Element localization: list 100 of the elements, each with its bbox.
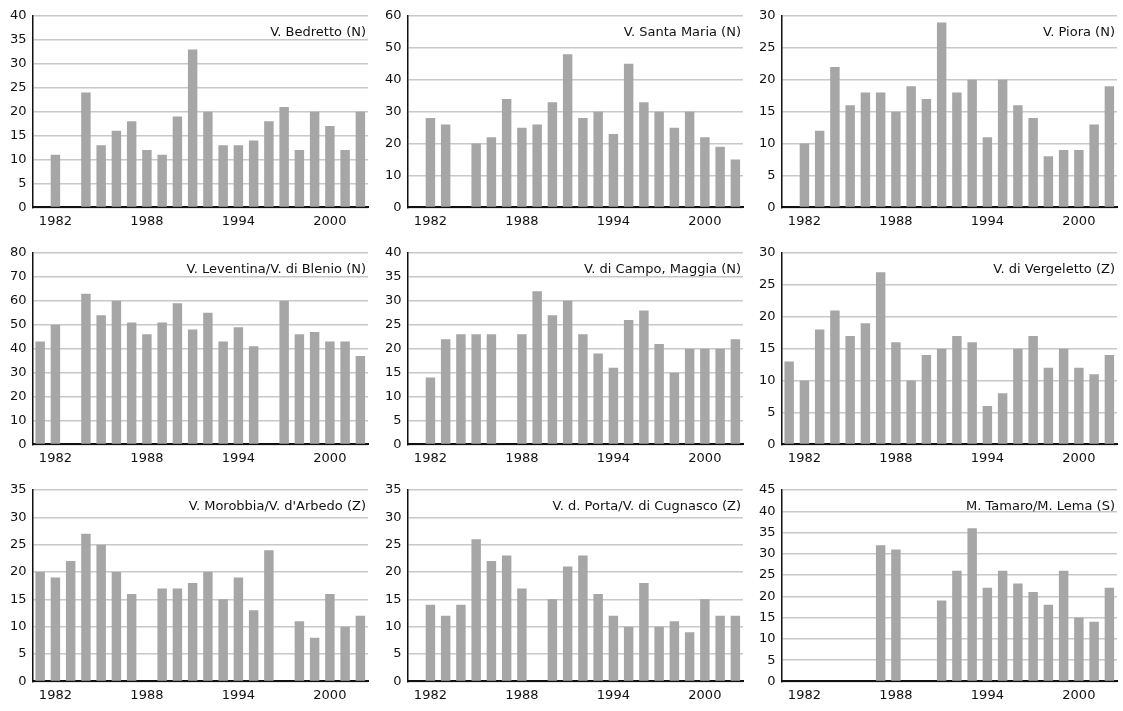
y-tick-label: 40	[384, 71, 402, 87]
bar	[355, 615, 366, 681]
bar	[814, 329, 825, 444]
bar	[126, 121, 137, 207]
x-tick-label: 1982	[38, 212, 72, 228]
bar	[684, 111, 694, 207]
y-tick-label: 0	[767, 435, 776, 451]
bar	[577, 334, 588, 444]
y-tick-label: 60	[384, 7, 402, 23]
bar	[81, 533, 91, 681]
bar	[860, 323, 871, 444]
bar	[470, 539, 481, 681]
bar	[936, 348, 947, 444]
y-tick-label: 10	[10, 411, 27, 427]
bar	[516, 127, 527, 207]
y-tick-label: 15	[384, 364, 402, 379]
bar	[891, 549, 901, 681]
bar	[814, 130, 825, 207]
bar	[1013, 348, 1023, 444]
bar	[157, 154, 167, 207]
y-tick-label: 10	[10, 618, 27, 634]
y-tick-label: 0	[392, 435, 402, 451]
y-tick-label: 25	[759, 566, 776, 582]
bar	[875, 92, 886, 207]
bar	[455, 334, 466, 444]
bar	[967, 342, 977, 444]
x-tick-label: 1988	[879, 449, 913, 465]
x-tick-label: 2000	[687, 212, 721, 228]
bar	[623, 319, 633, 444]
y-tick-label: 30	[384, 292, 402, 308]
text: V. Morobbia/V. d'Arbedo (Z)	[188, 498, 366, 514]
y-tick-label: 35	[10, 481, 27, 497]
bar	[470, 143, 481, 207]
x-tick-label: 1988	[130, 449, 164, 465]
x-tick-label: 2000	[313, 449, 347, 465]
bar	[653, 111, 664, 207]
y-tick-label: 0	[767, 198, 776, 214]
bar	[714, 348, 725, 444]
y-tick-label: 15	[10, 590, 27, 606]
bar	[340, 626, 350, 681]
bar	[577, 555, 588, 681]
x-tick-label: 1988	[879, 686, 913, 702]
bar	[982, 406, 993, 444]
bar	[784, 361, 794, 444]
bar	[669, 372, 679, 444]
bar	[967, 528, 977, 681]
bar	[218, 341, 228, 444]
y-tick-label: 0	[18, 198, 27, 214]
bar	[248, 610, 259, 681]
bar	[425, 118, 435, 207]
bar	[325, 341, 335, 444]
bar	[172, 303, 183, 444]
bar	[699, 348, 710, 444]
bar	[1089, 621, 1099, 681]
y-tick-label: 5	[392, 645, 402, 661]
bar	[294, 149, 305, 207]
x-tick-label: 2000	[313, 686, 347, 702]
bar	[830, 67, 840, 207]
bar	[967, 79, 977, 207]
y-tick-label: 15	[759, 340, 776, 356]
bar	[35, 572, 45, 681]
y-tick-label: 15	[759, 103, 776, 119]
bar	[355, 355, 366, 444]
x-tick-label: 1994	[596, 449, 630, 465]
bar	[982, 137, 993, 207]
bar	[860, 92, 871, 207]
y-tick-label: 25	[384, 316, 402, 332]
text: V. Bedretto (N)	[270, 24, 366, 40]
bar	[1104, 587, 1115, 681]
bar	[1104, 86, 1115, 207]
y-tick-label: 10	[384, 166, 402, 182]
bar	[669, 127, 679, 207]
x-tick-label: 1988	[130, 686, 164, 702]
y-tick-label: 35	[10, 31, 27, 47]
bar	[294, 334, 305, 444]
y-tick-label: 40	[384, 244, 402, 260]
bar	[1089, 374, 1099, 444]
bar	[562, 300, 572, 444]
y-tick-label: 5	[392, 411, 402, 427]
bar	[699, 599, 710, 681]
bar	[592, 111, 603, 207]
x-tick-label: 1988	[504, 449, 538, 465]
bar	[440, 615, 450, 681]
x-tick-label: 1994	[970, 212, 1004, 228]
bar	[875, 545, 886, 681]
bar	[1058, 149, 1069, 207]
bar	[952, 570, 962, 681]
x-tick-label: 1982	[38, 686, 72, 702]
x-tick-label: 1982	[413, 686, 447, 702]
bar	[1058, 570, 1069, 681]
bar	[35, 341, 45, 444]
bar	[248, 140, 259, 207]
bar	[172, 588, 183, 681]
bar	[684, 632, 694, 681]
bar	[126, 593, 137, 681]
bar	[1074, 149, 1084, 207]
bar	[203, 572, 213, 681]
y-tick-label: 30	[10, 55, 27, 71]
y-tick-label: 50	[384, 39, 402, 55]
bar	[142, 149, 152, 207]
